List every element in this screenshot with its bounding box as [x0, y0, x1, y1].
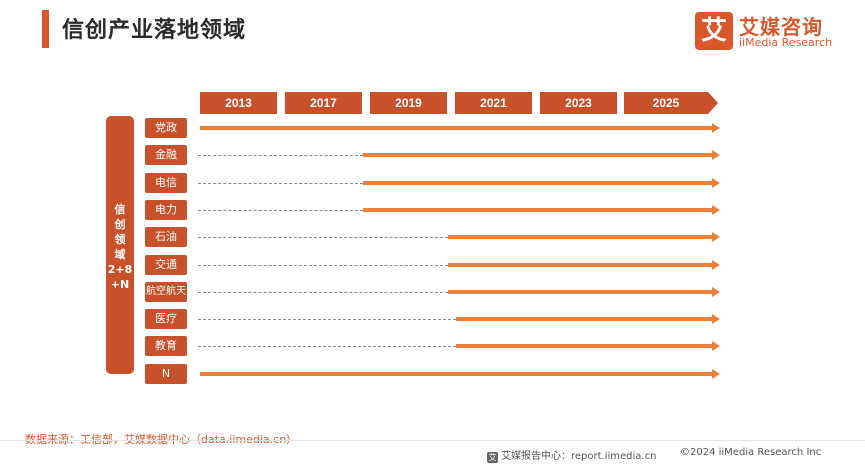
adoption-arrowhead — [712, 150, 720, 160]
adoption-arrowhead — [712, 178, 720, 188]
adoption-line — [200, 372, 712, 376]
year-label-2019: 2019 — [370, 92, 447, 114]
adoption-arrowhead — [712, 232, 720, 242]
pre-adoption-dashed-line — [198, 265, 448, 266]
footer-copyright: ©2024 iiMedia Research Inc — [680, 447, 822, 458]
iimedia-logo: 艾 艾媒咨询 iiMedia Research — [695, 12, 845, 52]
adoption-arrowhead — [712, 369, 720, 379]
footer-report-center: 艾艾媒报告中心：report.iimedia.cn — [487, 447, 656, 463]
domain-label-1: 党政 — [145, 118, 187, 138]
pre-adoption-dashed-line — [198, 319, 456, 320]
domain-label-8: 医疗 — [145, 309, 187, 329]
adoption-arrowhead — [712, 260, 720, 270]
side-category-label: 信创领域 2+8 +N — [106, 202, 134, 292]
pre-adoption-dashed-line — [198, 346, 456, 347]
domain-label-6: 交通 — [145, 255, 187, 275]
report-center-text: 艾媒报告中心：report.iimedia.cn — [501, 451, 657, 462]
adoption-arrowhead — [712, 287, 720, 297]
side-label-part: 创 — [114, 218, 126, 231]
adoption-arrowhead — [712, 341, 720, 351]
year-label-2023: 2023 — [540, 92, 617, 114]
footer-divider — [0, 440, 865, 441]
year-label-2017: 2017 — [285, 92, 362, 114]
title-accent-bar — [42, 10, 49, 48]
year-label-2025: 2025 — [624, 92, 708, 114]
logo-chinese-name: 艾媒咨询 — [739, 15, 823, 39]
adoption-line — [448, 290, 712, 294]
side-label-part: +N — [110, 278, 130, 291]
adoption-arrowhead — [712, 205, 720, 215]
adoption-line — [200, 126, 712, 130]
timeline-arrowhead — [708, 92, 718, 114]
adoption-line — [363, 181, 712, 185]
adoption-line — [448, 263, 712, 267]
pre-adoption-dashed-line — [198, 183, 363, 184]
domain-label-3: 电信 — [145, 173, 187, 193]
side-label-part: 信 — [114, 203, 126, 216]
logo-mark-icon: 艾 — [695, 12, 733, 50]
page-title: 信创产业落地领域 — [62, 18, 247, 43]
pre-adoption-dashed-line — [198, 155, 363, 156]
report-logo-icon: 艾 — [487, 452, 498, 463]
domain-label-4: 电力 — [145, 200, 187, 220]
logo-english-name: iiMedia Research — [739, 36, 833, 49]
adoption-line — [363, 153, 712, 157]
adoption-arrowhead — [712, 314, 720, 324]
year-label-2013: 2013 — [200, 92, 277, 114]
adoption-line — [456, 344, 712, 348]
domain-label-2: 金融 — [145, 145, 187, 165]
domain-label-7: 航空航天 — [145, 282, 187, 302]
side-label-part: 领 — [114, 233, 126, 246]
pre-adoption-dashed-line — [198, 292, 448, 293]
adoption-line — [448, 235, 712, 239]
pre-adoption-dashed-line — [198, 237, 448, 238]
data-source-note: 数据来源：工信部，艾媒数据中心（data.iimedia.cn） — [25, 433, 298, 446]
domain-label-10: N — [145, 364, 187, 384]
side-label-part: 域 — [114, 248, 126, 261]
side-label-part: 2+8 — [107, 263, 133, 276]
adoption-line — [456, 317, 712, 321]
adoption-arrowhead — [712, 123, 720, 133]
domain-label-5: 石油 — [145, 227, 187, 247]
domain-label-9: 教育 — [145, 336, 187, 356]
side-category-box: 信创领域 2+8 +N — [106, 116, 134, 374]
pre-adoption-dashed-line — [198, 210, 363, 211]
adoption-line — [363, 208, 712, 212]
year-label-2021: 2021 — [455, 92, 532, 114]
